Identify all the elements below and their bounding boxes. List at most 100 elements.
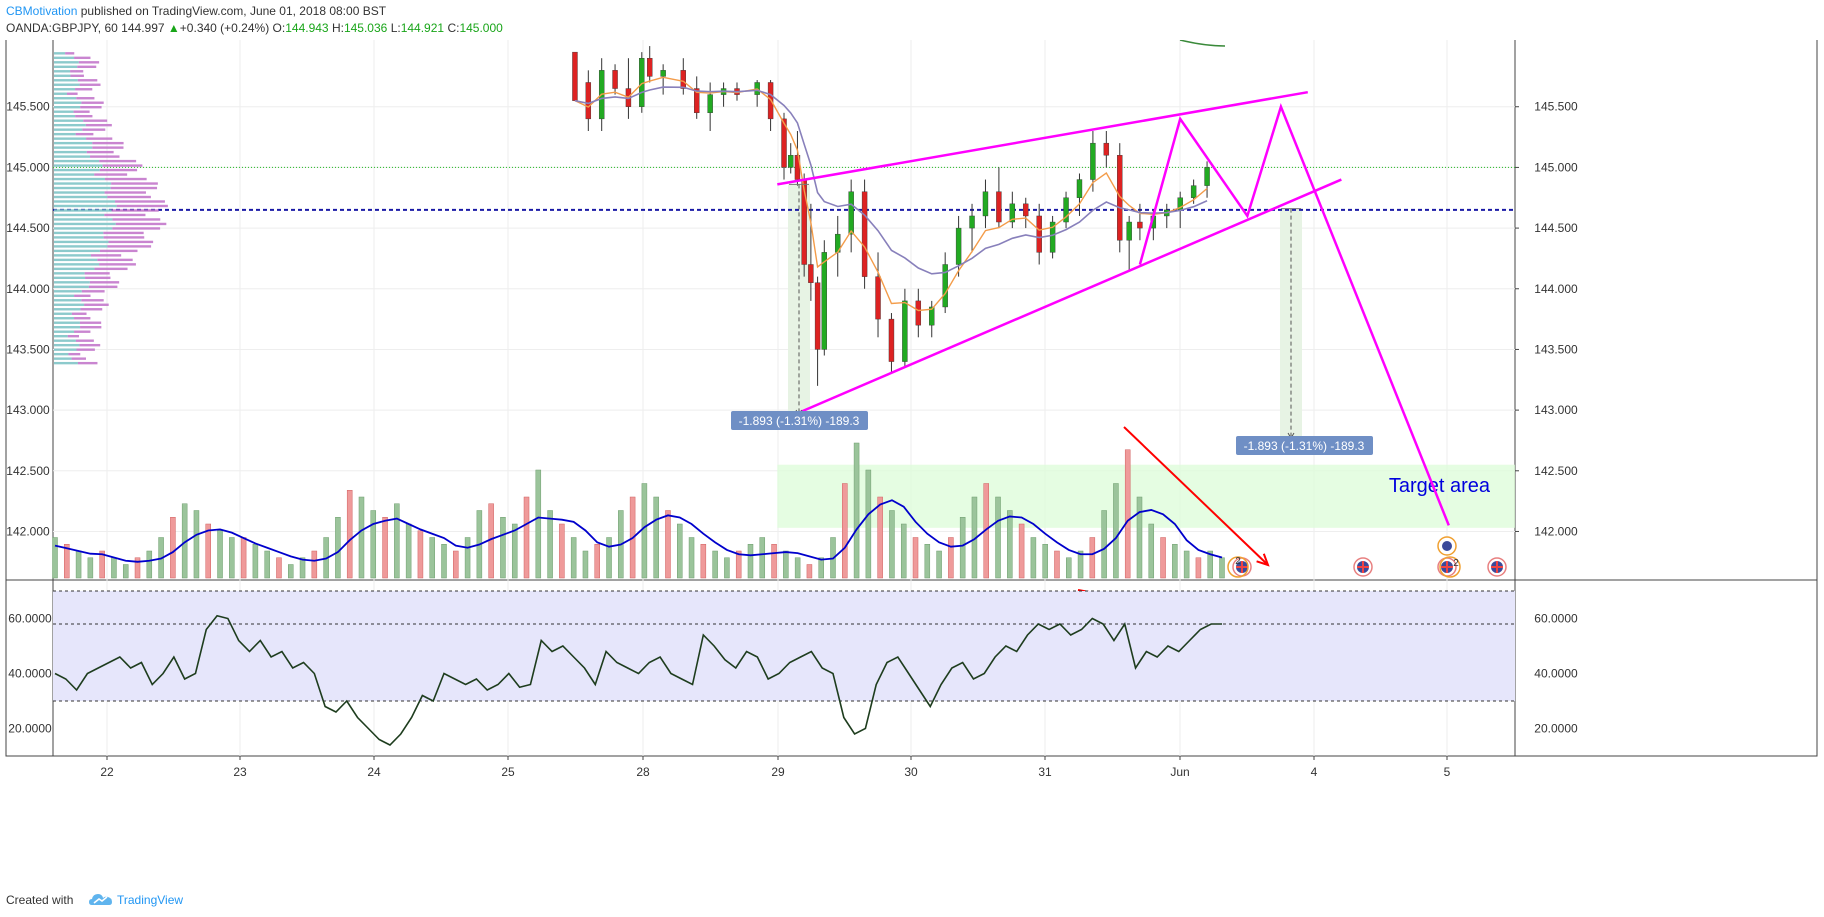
volume-bar	[299, 557, 306, 579]
uk-flag-icon[interactable]	[1487, 557, 1507, 577]
volume-bar	[712, 550, 718, 579]
profile-bar-down	[110, 186, 158, 190]
long-ma-line	[1179, 40, 1226, 47]
open-label: O:	[272, 21, 286, 35]
rsi-tick-label-left: 40.0000	[8, 667, 52, 681]
candle-body[interactable]	[955, 227, 962, 265]
candles-layer[interactable]	[572, 46, 1210, 386]
candle-body[interactable]	[1103, 142, 1110, 156]
profile-bar-up	[54, 52, 66, 55]
tradingview-link[interactable]: TradingView	[117, 893, 184, 907]
profile-bar-down	[108, 240, 154, 244]
candle-body[interactable]	[969, 215, 975, 229]
profile-bar-up	[54, 114, 76, 118]
candle-body[interactable]	[788, 155, 794, 168]
profile-bar-up	[54, 173, 95, 176]
volume-bar	[582, 550, 589, 579]
candle-body[interactable]	[612, 70, 618, 89]
volume-bar	[1066, 557, 1072, 579]
candle-body[interactable]	[929, 306, 935, 326]
uk-flag-icon[interactable]	[1437, 557, 1457, 577]
candle-body[interactable]	[1076, 179, 1083, 198]
profile-bar-up	[54, 70, 71, 73]
candle-body[interactable]	[680, 70, 686, 89]
candle-body[interactable]	[1117, 155, 1123, 241]
candle-body[interactable]	[1009, 203, 1016, 223]
candle-body[interactable]	[982, 191, 989, 217]
profile-bar-up	[54, 348, 77, 351]
candle-body[interactable]	[1190, 185, 1197, 198]
wedge-lower-trendline[interactable]	[792, 178, 1342, 417]
volume-bar	[75, 550, 82, 579]
profile-bar-up	[54, 263, 100, 266]
time-tick-label: 28	[636, 765, 650, 779]
candle-body[interactable]	[647, 58, 653, 77]
candle-body[interactable]	[888, 318, 895, 362]
profile-bar-down	[94, 267, 128, 271]
candle-body[interactable]	[1063, 197, 1069, 223]
profile-bar-up	[54, 186, 111, 190]
high-label: H:	[331, 21, 344, 35]
candle-body[interactable]	[875, 276, 881, 320]
candle-body[interactable]	[942, 264, 948, 308]
candle-body[interactable]	[572, 51, 578, 101]
candle-body[interactable]	[848, 191, 854, 235]
candle-body[interactable]	[781, 118, 787, 168]
projected-path-line[interactable]	[1138, 102, 1450, 526]
price-chart[interactable]: Target area -1.893 (-1.31%) -189.3 -1.893…	[0, 40, 1824, 890]
event-icon-orange-core	[1442, 541, 1452, 551]
volume-bar	[1172, 544, 1178, 579]
profile-bar-down	[81, 290, 105, 293]
profile-bar-up	[54, 281, 90, 284]
measure-label-text: -1.893 (-1.31%) -189.3	[1244, 439, 1365, 453]
volume-bar	[1195, 557, 1202, 579]
profile-bar-down	[74, 294, 91, 297]
profile-bar-up	[54, 141, 93, 145]
profile-bar-down	[80, 308, 103, 311]
profile-bar-up	[54, 61, 79, 64]
profile-bar-down	[71, 357, 86, 360]
volume-bar	[853, 442, 860, 579]
candle-body[interactable]	[1126, 221, 1132, 241]
candle-body[interactable]	[902, 300, 908, 362]
target-arrow[interactable]	[1123, 426, 1269, 566]
candle-body[interactable]	[585, 82, 592, 120]
volume-bar	[1136, 496, 1143, 579]
candle-body[interactable]	[821, 252, 828, 350]
candle-body[interactable]	[694, 88, 700, 114]
candle-body[interactable]	[660, 70, 666, 77]
uk-flag-icon[interactable]	[1353, 557, 1373, 577]
profile-bar-up	[54, 276, 86, 280]
profile-bar-up	[54, 308, 81, 311]
profile-bar-down	[97, 258, 133, 262]
measure-label-box	[731, 411, 868, 430]
symbol-label: OANDA:GBPJPY, 60	[6, 21, 118, 35]
candle-body[interactable]	[1049, 221, 1056, 253]
candle-body[interactable]	[861, 191, 868, 277]
candle-body[interactable]	[1137, 221, 1143, 229]
volume-bar	[229, 537, 235, 579]
profile-bar-down	[74, 56, 91, 60]
profile-bar-down	[88, 285, 118, 289]
candle-body[interactable]	[1036, 215, 1042, 253]
candle-body[interactable]	[1090, 142, 1096, 180]
wedge-upper-trendline[interactable]	[777, 90, 1308, 186]
candle-body[interactable]	[814, 282, 821, 350]
volume-bar	[818, 557, 824, 579]
candle-body[interactable]	[808, 264, 814, 283]
profile-bar-down	[80, 326, 102, 329]
candle-body[interactable]	[707, 94, 713, 114]
candle-body[interactable]	[1023, 203, 1029, 217]
profile-bar-down	[107, 195, 151, 199]
candle-body[interactable]	[1204, 167, 1210, 186]
candle-body[interactable]	[915, 300, 922, 326]
price-change: +0.340 (+0.24%)	[179, 21, 270, 35]
candle-body[interactable]	[996, 191, 1002, 223]
author-link[interactable]: CBMotivation	[6, 4, 78, 18]
profile-bar-down	[80, 106, 102, 109]
profile-bar-down	[84, 272, 110, 275]
volume-bar	[1042, 544, 1048, 579]
profile-bar-up	[54, 267, 95, 271]
profile-bar-up	[54, 146, 93, 149]
